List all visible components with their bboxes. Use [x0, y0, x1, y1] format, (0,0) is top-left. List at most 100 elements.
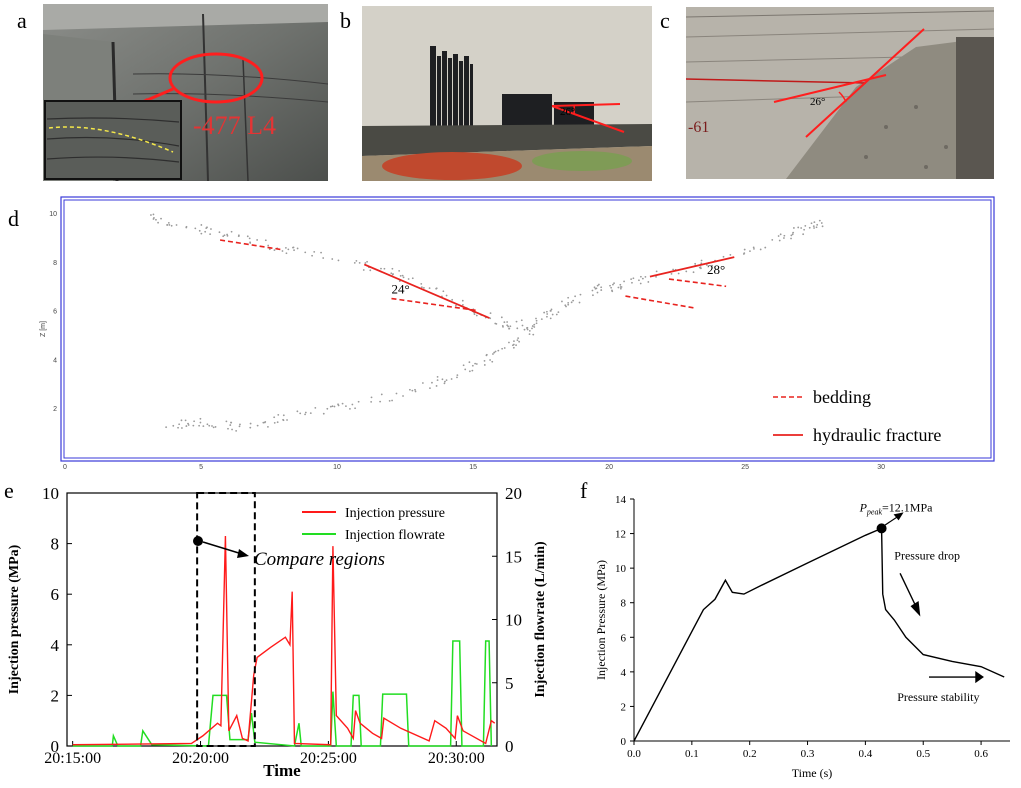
chart-d-point — [565, 305, 567, 308]
chart-d-point — [528, 333, 531, 336]
chart-d-point — [655, 275, 657, 278]
chart-d-point — [513, 340, 515, 343]
chart-d-point — [555, 313, 558, 316]
chart-d-point — [729, 253, 732, 256]
chart-d-point — [206, 226, 208, 229]
chart-d-point — [456, 374, 459, 377]
chart-d-bedding-line — [219, 239, 283, 251]
chart-d-point — [311, 254, 313, 257]
panel-f-label: f — [580, 478, 588, 503]
chart-e-ytick: 2 — [51, 686, 60, 705]
chart-d-point — [677, 272, 680, 275]
chart-d-frame-outer — [60, 196, 995, 462]
chart-d-point — [706, 264, 708, 266]
chart-d-point — [531, 325, 534, 327]
chart-d-point — [790, 234, 793, 237]
chart-e-annotation-text: Compare regions — [254, 549, 385, 570]
chart-d-point — [390, 272, 393, 275]
chart-d-point — [445, 294, 448, 297]
chart-f-xtick: 0.4 — [859, 748, 873, 760]
chart-d-ytick: 2 — [53, 406, 57, 413]
chart-d-point — [337, 403, 339, 406]
chart-d-point — [227, 427, 229, 430]
chart-d-point — [810, 222, 813, 225]
chart-d-point — [391, 267, 394, 270]
chart-d-point — [366, 260, 368, 263]
chart-d-point — [617, 286, 620, 289]
chart-d-point — [414, 388, 416, 391]
chart-d-point — [543, 311, 546, 314]
chart-d-point — [521, 324, 524, 327]
chart-d-point — [223, 234, 226, 237]
panel-e-label: e — [4, 478, 14, 503]
chart-d-point — [700, 259, 703, 262]
chart-d-point — [392, 273, 394, 275]
chart-d-bedding-line — [668, 278, 727, 288]
chart-d-point — [501, 347, 504, 350]
chart-e-annotation-arrow — [202, 541, 243, 555]
chart-d-point — [369, 269, 372, 272]
chart-d-point — [535, 322, 538, 325]
chart-d-point — [516, 339, 519, 342]
chart-d-point — [337, 259, 340, 262]
chart-d-point — [497, 349, 500, 352]
chart-e-annotation-dot — [193, 536, 203, 546]
chart-d-point — [516, 327, 519, 330]
chart-f-ytick: 0 — [621, 736, 627, 748]
chart-d-point — [194, 227, 197, 230]
chart-e-xlabel: Time — [263, 761, 301, 778]
chart-d-point — [165, 426, 168, 429]
chart-d-xtick: 30 — [877, 464, 885, 470]
chart-d-point — [304, 413, 306, 416]
chart-d-point — [821, 225, 824, 228]
chart-f-xtick: 0.2 — [743, 748, 757, 760]
chart-d-point — [528, 329, 531, 332]
chart-d-point — [208, 424, 211, 427]
chart-f-drop-label: Pressure drop — [894, 549, 960, 563]
chart-d-point — [299, 412, 302, 415]
chart-d-point — [435, 287, 438, 290]
chart-d-point — [567, 303, 570, 306]
panel-c-angle: 26° — [810, 96, 825, 108]
chart-d-point — [508, 341, 510, 344]
chart-d-point — [436, 379, 439, 382]
chart-d-xtick: 15 — [469, 464, 477, 470]
chart-d-point — [177, 426, 179, 429]
chart-d-point — [820, 222, 823, 224]
chart-d-point — [264, 421, 267, 423]
chart-d-point — [353, 262, 356, 264]
chart-d-point — [619, 287, 622, 290]
chart-d-point — [296, 410, 299, 413]
chart-d-point — [692, 271, 695, 274]
chart-d-point — [816, 223, 819, 226]
chart-d-angle-label: 24° — [391, 282, 409, 297]
chart-d-point — [408, 388, 411, 391]
chart-d-point — [532, 333, 535, 336]
chart-d-point — [797, 226, 800, 229]
chart-d-point — [711, 264, 713, 267]
chart-d: 051015202530246810X [m]Z [m]24°28°beddin… — [40, 196, 995, 470]
chart-d-point — [256, 239, 259, 241]
chart-d-point — [474, 362, 477, 365]
chart-f-drop-arrow — [899, 573, 919, 610]
chart-d-point — [620, 286, 623, 288]
chart-f-peak-dot — [876, 523, 887, 534]
chart-d-point — [210, 228, 212, 230]
chart-d-point — [185, 425, 188, 427]
chart-d-point — [284, 246, 287, 249]
chart-f-ytick: 14 — [615, 494, 627, 506]
chart-d-point — [206, 423, 209, 426]
chart-d-point — [193, 420, 196, 423]
chart-d-point — [304, 251, 307, 254]
chart-d-point — [813, 227, 815, 229]
chart-d-frame-inner — [63, 199, 992, 459]
chart-d-point — [276, 421, 279, 424]
chart-d-point — [391, 399, 393, 402]
panel-a-paint-text: -477 L4 — [193, 111, 276, 140]
chart-d-point — [249, 426, 252, 429]
chart-d-point — [152, 218, 155, 220]
chart-d-point — [507, 325, 510, 328]
chart-d-point — [550, 308, 553, 311]
chart-d-point — [540, 318, 543, 321]
chart-d-point — [326, 407, 329, 410]
